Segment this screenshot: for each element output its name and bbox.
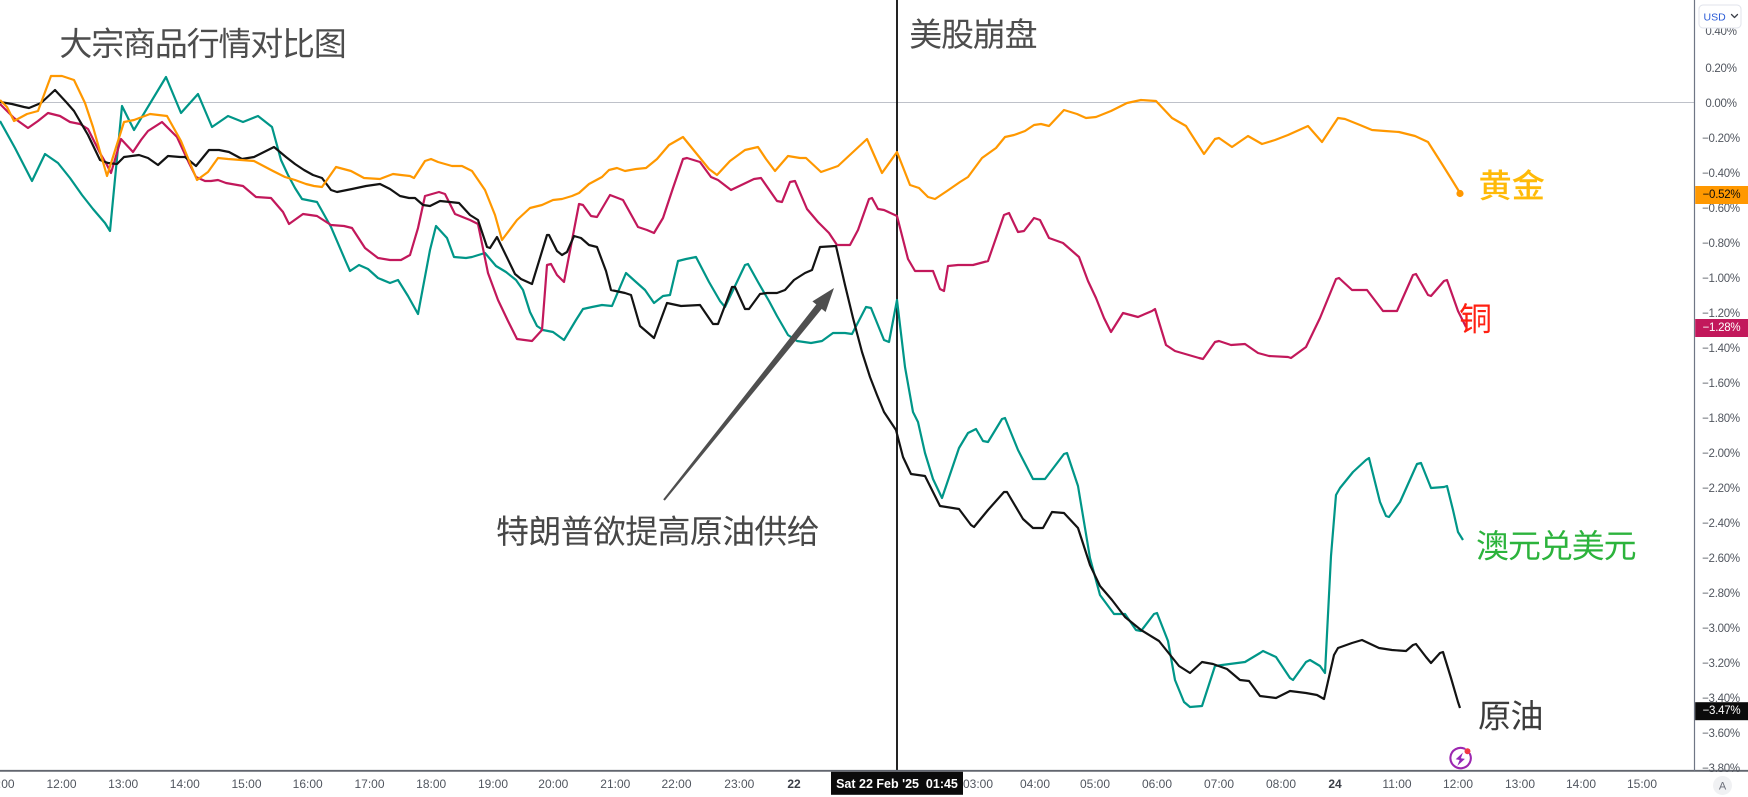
svg-text:12:00: 12:00: [1443, 777, 1473, 791]
svg-text:03:00: 03:00: [963, 777, 993, 791]
svg-text:A: A: [1719, 781, 1727, 793]
svg-text:04:00: 04:00: [1020, 777, 1050, 791]
svg-text:18:00: 18:00: [416, 777, 446, 791]
svg-text:−1.00%: −1.00%: [1702, 273, 1740, 285]
svg-text:19:00: 19:00: [478, 777, 508, 791]
svg-text:11:00: 11:00: [0, 777, 15, 791]
svg-text:−2.00%: −2.00%: [1702, 448, 1740, 460]
svg-text:−1.80%: −1.80%: [1702, 413, 1740, 425]
svg-text:21:00: 21:00: [600, 777, 630, 791]
svg-text:20:00: 20:00: [538, 777, 568, 791]
svg-text:−2.40%: −2.40%: [1702, 518, 1740, 530]
svg-text:16:00: 16:00: [293, 777, 323, 791]
svg-text:−3.80%: −3.80%: [1702, 763, 1740, 775]
svg-text:−3.40%: −3.40%: [1702, 693, 1740, 705]
svg-text:14:00: 14:00: [170, 777, 200, 791]
svg-text:Sat 22 Feb '25 01:45: Sat 22 Feb '25 01:45: [836, 777, 958, 791]
svg-text:11:00: 11:00: [1382, 777, 1411, 791]
svg-text:−3.20%: −3.20%: [1702, 658, 1740, 670]
svg-text:13:00: 13:00: [108, 777, 138, 791]
svg-text:−1.20%: −1.20%: [1702, 308, 1740, 320]
svg-text:USD: USD: [1704, 11, 1727, 23]
svg-text:−0.52%: −0.52%: [1703, 189, 1741, 201]
svg-text:14:00: 14:00: [1566, 777, 1596, 791]
svg-text:13:00: 13:00: [1505, 777, 1535, 791]
svg-text:−0.60%: −0.60%: [1702, 203, 1740, 215]
svg-text:07:00: 07:00: [1204, 777, 1234, 791]
svg-text:−1.40%: −1.40%: [1702, 343, 1740, 355]
svg-text:22:00: 22:00: [661, 777, 691, 791]
svg-text:15:00: 15:00: [1627, 777, 1657, 791]
svg-text:−2.80%: −2.80%: [1702, 588, 1740, 600]
svg-text:17:00: 17:00: [354, 777, 384, 791]
svg-text:12:00: 12:00: [46, 777, 76, 791]
svg-text:−3.60%: −3.60%: [1702, 728, 1740, 740]
svg-text:05:00: 05:00: [1080, 777, 1110, 791]
svg-text:−2.60%: −2.60%: [1702, 553, 1740, 565]
svg-text:−1.60%: −1.60%: [1702, 378, 1740, 390]
svg-text:08:00: 08:00: [1266, 777, 1296, 791]
svg-text:0.00%: 0.00%: [1705, 98, 1736, 110]
svg-text:22: 22: [787, 777, 801, 791]
svg-text:−3.47%: −3.47%: [1703, 705, 1741, 717]
svg-text:−1.28%: −1.28%: [1703, 322, 1741, 334]
svg-text:15:00: 15:00: [231, 777, 261, 791]
svg-text:−0.80%: −0.80%: [1702, 238, 1740, 250]
svg-text:−3.00%: −3.00%: [1702, 623, 1740, 635]
svg-text:24: 24: [1328, 777, 1342, 791]
svg-text:0.40%: 0.40%: [1705, 26, 1736, 38]
svg-text:0.20%: 0.20%: [1705, 63, 1736, 75]
svg-text:23:00: 23:00: [724, 777, 754, 791]
svg-text:−0.40%: −0.40%: [1702, 168, 1740, 180]
svg-text:−0.20%: −0.20%: [1702, 133, 1740, 145]
svg-text:06:00: 06:00: [1142, 777, 1172, 791]
svg-text:−2.20%: −2.20%: [1702, 483, 1740, 495]
